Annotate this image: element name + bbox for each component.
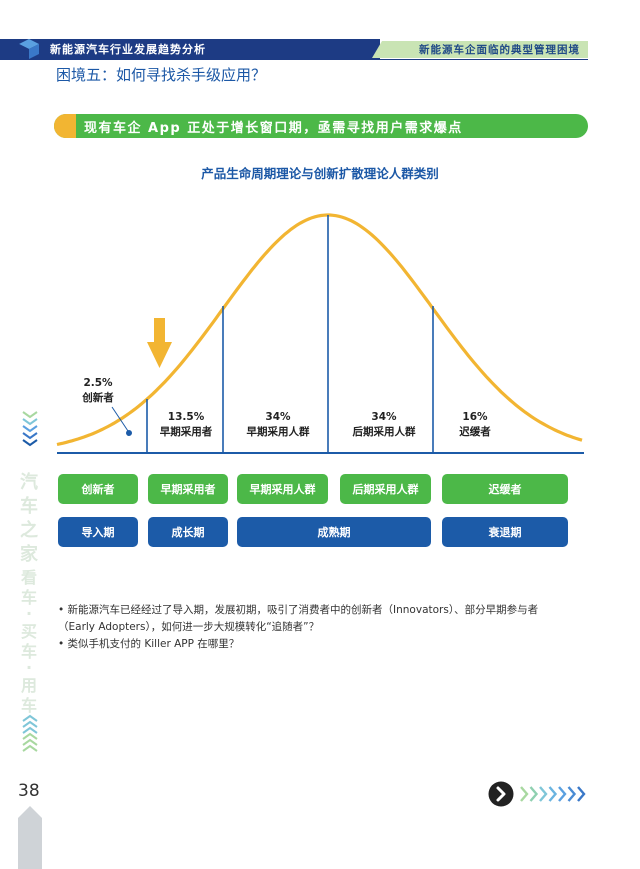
segment-label-innovators: 2.5% 创新者 xyxy=(82,377,114,404)
sidebar-char: 车 xyxy=(20,588,37,607)
bullet-2: • 类似手机支付的 Killer APP 在哪里？ xyxy=(58,638,240,650)
headline-banner xyxy=(54,114,588,138)
page-tab-decoration xyxy=(18,806,42,869)
cube-icon xyxy=(19,39,39,59)
stage-box-introduction: 导入期 xyxy=(58,517,138,547)
sidebar-char: 车 xyxy=(20,642,37,661)
innovator-pointer-dot xyxy=(126,430,132,436)
chevron-right-icon xyxy=(529,786,539,802)
chevron-up-icon xyxy=(22,738,38,746)
segment-label-early-adopters: 13.5% 早期采用者 xyxy=(159,411,213,438)
stage-box-decline: 衰退期 xyxy=(442,517,568,547)
chevron-down-icon xyxy=(22,411,38,419)
bullet-1: • 新能源汽车已经经过了导入期，发展初期，吸引了消费者中的创新者（Innovat… xyxy=(58,604,539,616)
chevron-right-icon xyxy=(577,786,586,802)
chevron-right-icon xyxy=(567,786,577,802)
chevron-right-icon xyxy=(539,786,548,802)
sidebar-char: · xyxy=(25,658,33,677)
stage-box-growth: 成长期 xyxy=(148,517,228,547)
chevrons-down-top-icon xyxy=(22,411,38,447)
chevrons-up-bottom-icon xyxy=(22,714,38,752)
segment-label-late-majority: 34% 后期采用人群 xyxy=(352,411,416,438)
page-title: 困境五：如何寻找杀手级应用？ xyxy=(56,66,267,84)
stage-box-maturity: 成熟期 xyxy=(237,517,431,547)
header-left-title: 新能源汽车行业发展趋势分析 xyxy=(50,43,206,56)
chevron-up-icon xyxy=(22,732,38,740)
header-left-bar: 新能源汽车行业发展趋势分析 xyxy=(0,39,380,59)
chevrons-right-icon xyxy=(520,786,586,802)
sidebar-char: 用 xyxy=(20,676,37,695)
adopter-box-late-majority: 后期采用人群 xyxy=(340,474,431,504)
sidebar-char: 看 xyxy=(20,568,37,587)
next-arrow-icon[interactable] xyxy=(488,781,514,807)
chevron-down-icon xyxy=(22,418,38,426)
chart-title: 产品生命周期理论与创新扩散理论人群类别 xyxy=(201,166,439,181)
chevron-right-icon xyxy=(558,786,567,802)
banner-accent xyxy=(54,114,76,138)
chevron-up-icon xyxy=(22,720,38,728)
adopter-box-laggards: 迟缓者 xyxy=(442,474,568,504)
segment-label-laggards: 16% 迟缓者 xyxy=(459,411,491,438)
chevron-down-icon xyxy=(22,432,38,440)
sidebar-char: 买 xyxy=(20,622,37,641)
sidebar-char: 车 xyxy=(20,496,38,517)
sidebar-char: 车 xyxy=(20,696,37,715)
adopter-box-innovators: 创新者 xyxy=(58,474,138,504)
chevron-right-icon xyxy=(520,786,529,802)
sidebar-char: 汽 xyxy=(20,472,38,493)
page-number: 38 xyxy=(18,781,40,801)
adopter-box-early-adopters: 早期采用者 xyxy=(148,474,228,504)
header-right-bar: 新能源车企面临的典型管理困境 xyxy=(372,41,588,58)
adoption-bell-curve xyxy=(56,213,583,447)
bullet-1-continued: （Early Adopters），如何进一步大规模转化“追随者”？ xyxy=(58,621,320,633)
header-right-title: 新能源车企面临的典型管理困境 xyxy=(419,44,580,56)
header-divider xyxy=(0,59,588,60)
chevron-up-icon xyxy=(22,744,38,752)
chevron-right-icon xyxy=(548,786,558,802)
diffusion-curve-chart xyxy=(56,213,584,454)
banner-text: 现有车企 App 正处于增长窗口期，亟需寻找用户需求爆点 xyxy=(84,121,463,136)
chevron-down-icon xyxy=(22,439,38,447)
adopter-box-early-majority: 早期采用人群 xyxy=(237,474,328,504)
innovator-pointer-line xyxy=(111,406,129,432)
segment-label-early-majority: 34% 早期采用人群 xyxy=(246,411,310,438)
chevron-down-icon xyxy=(22,425,38,433)
down-arrow-icon xyxy=(147,318,172,368)
sidebar-char: 之 xyxy=(20,520,38,541)
chevron-up-icon xyxy=(22,726,38,734)
chevron-up-icon xyxy=(22,714,38,722)
sidebar-char: 家 xyxy=(20,544,38,565)
sidebar-char: · xyxy=(25,604,33,623)
